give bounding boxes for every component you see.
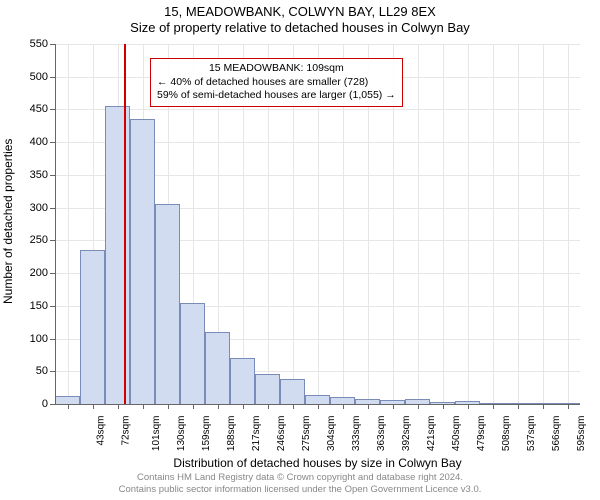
xtick-label: 363sqm [376, 416, 387, 452]
histogram-bar [105, 106, 130, 404]
xtick-label: 479sqm [476, 416, 487, 452]
grid-line-v [468, 44, 469, 404]
ytick-label: 0 [20, 398, 48, 410]
ytick-label: 250 [20, 234, 48, 246]
annotation-larger: 59% of semi-detached houses are larger (… [157, 89, 396, 103]
xtick-label: 566sqm [551, 416, 562, 452]
footer-line2: Contains public sector information licen… [0, 484, 600, 496]
xtick-label: 159sqm [201, 416, 212, 452]
histogram-bar [280, 379, 305, 404]
xtick-label: 537sqm [526, 416, 537, 452]
xtick-label: 304sqm [326, 416, 337, 452]
xtick-label: 508sqm [501, 416, 512, 452]
xtick-label: 43sqm [95, 416, 106, 446]
ytick-label: 50 [20, 365, 48, 377]
x-axis-label: Distribution of detached houses by size … [55, 456, 580, 470]
y-axis-line [55, 44, 56, 404]
xtick-label: 392sqm [401, 416, 412, 452]
ytick-label: 400 [20, 136, 48, 148]
histogram-bar [80, 250, 105, 404]
histogram-bar [230, 358, 255, 404]
ytick-label: 550 [20, 38, 48, 50]
grid-line-v [68, 44, 69, 404]
xtick-label: 246sqm [276, 416, 287, 452]
histogram-bar [305, 395, 330, 404]
grid-line-v [543, 44, 544, 404]
footer-line1: Contains HM Land Registry data © Crown c… [0, 472, 600, 484]
grid-line-v [418, 44, 419, 404]
grid-line-v [493, 44, 494, 404]
subject-marker-line [124, 44, 126, 404]
histogram-bar [155, 204, 180, 404]
ytick-label: 150 [20, 300, 48, 312]
chart-title-sub: Size of property relative to detached ho… [0, 19, 600, 35]
xtick-label: 595sqm [576, 416, 587, 452]
xtick-label: 450sqm [451, 416, 462, 452]
ytick-label: 100 [20, 333, 48, 345]
footer-attribution: Contains HM Land Registry data © Crown c… [0, 472, 600, 496]
xtick-label: 188sqm [226, 416, 237, 452]
y-axis-label: Number of detached properties [1, 139, 15, 304]
annotation-title: 15 MEADOWBANK: 109sqm [157, 62, 396, 76]
xtick-label: 72sqm [120, 416, 131, 446]
chart-title-main: 15, MEADOWBANK, COLWYN BAY, LL29 8EX [0, 0, 600, 19]
ytick-label: 450 [20, 103, 48, 115]
histogram-bar [55, 396, 80, 404]
histogram-bar [180, 303, 205, 404]
annotation-box: 15 MEADOWBANK: 109sqm ← 40% of detached … [150, 58, 403, 107]
ytick-label: 300 [20, 202, 48, 214]
xtick-label: 333sqm [351, 416, 362, 452]
xtick-label: 421sqm [426, 416, 437, 452]
xtick-label: 217sqm [251, 416, 262, 452]
grid-line-v [518, 44, 519, 404]
xtick-label: 130sqm [176, 416, 187, 452]
annotation-smaller: ← 40% of detached houses are smaller (72… [157, 76, 396, 90]
x-axis-line [55, 404, 580, 405]
grid-line-v [568, 44, 569, 404]
ytick-label: 200 [20, 267, 48, 279]
histogram-bar [205, 332, 230, 404]
xtick-label: 275sqm [301, 416, 312, 452]
histogram-bar [130, 119, 155, 404]
ytick-label: 350 [20, 169, 48, 181]
ytick-label: 500 [20, 71, 48, 83]
histogram-bar [255, 374, 280, 404]
grid-line-v [443, 44, 444, 404]
chart-container: 15, MEADOWBANK, COLWYN BAY, LL29 8EX Siz… [0, 0, 600, 500]
xtick-label: 101sqm [151, 416, 162, 452]
